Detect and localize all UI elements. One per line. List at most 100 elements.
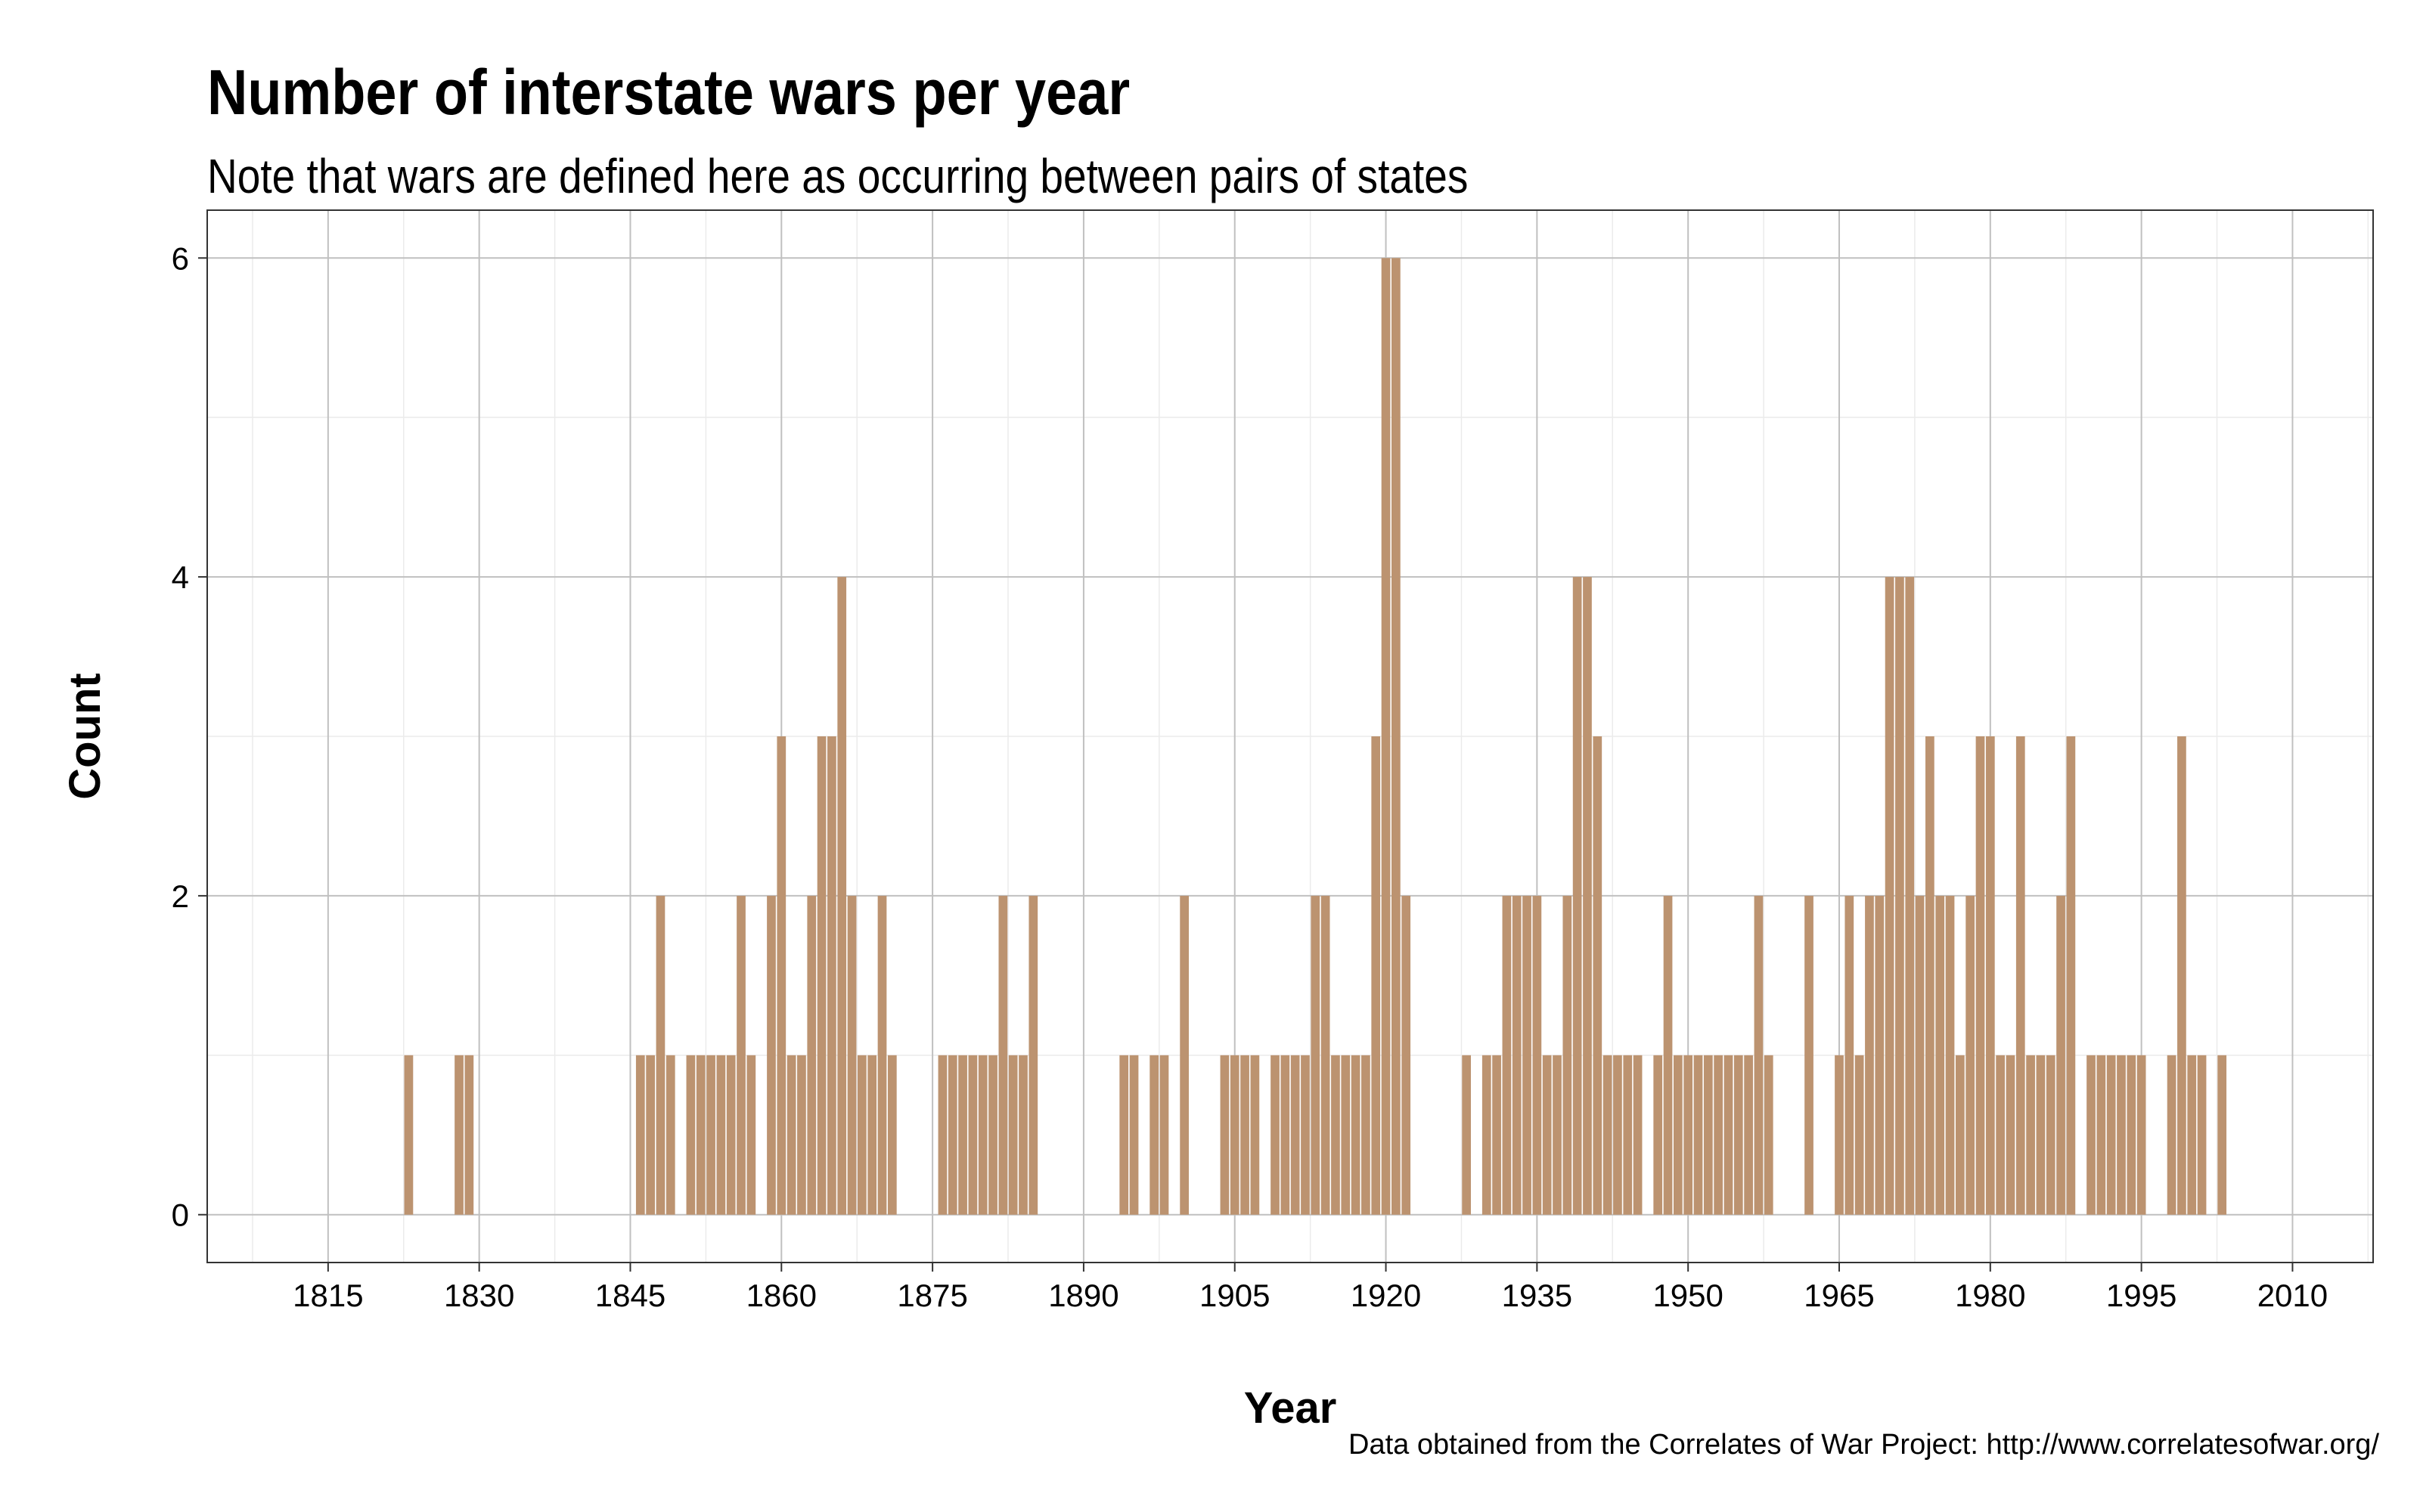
- bar: [777, 736, 786, 1215]
- bar: [1462, 1055, 1471, 1215]
- bar: [1925, 736, 1934, 1215]
- bars: [404, 258, 2227, 1215]
- bar: [1512, 895, 1522, 1215]
- bar: [1230, 1055, 1239, 1215]
- bar: [827, 736, 836, 1215]
- bar: [1764, 1055, 1773, 1215]
- bar: [1392, 258, 1401, 1215]
- bar: [867, 1055, 877, 1215]
- bar: [1613, 1055, 1622, 1215]
- bar: [646, 1055, 655, 1215]
- x-tick-label: 1995: [2106, 1278, 2176, 1313]
- x-tick-label: 1905: [1199, 1278, 1270, 1313]
- bar: [1320, 895, 1330, 1215]
- bar: [877, 895, 887, 1215]
- x-tick-label: 1860: [746, 1278, 817, 1313]
- bar: [1250, 1055, 1260, 1215]
- bar: [746, 1055, 756, 1215]
- bar: [1895, 577, 1904, 1215]
- x-tick-label: 1845: [595, 1278, 666, 1313]
- bar: [1723, 1055, 1733, 1215]
- bar: [1955, 1055, 1965, 1215]
- bar: [1683, 1055, 1693, 1215]
- bar: [1885, 577, 1894, 1215]
- bar: [2217, 1055, 2227, 1215]
- bar: [1341, 1055, 1351, 1215]
- bar: [2117, 1055, 2126, 1215]
- bar: [696, 1055, 706, 1215]
- bar: [1150, 1055, 1159, 1215]
- y-tick-label: 6: [172, 240, 189, 276]
- bar: [1129, 1055, 1139, 1215]
- bar: [1180, 895, 1189, 1215]
- bar: [1331, 1055, 1340, 1215]
- bar: [1532, 895, 1542, 1215]
- bar: [2167, 1055, 2176, 1215]
- bar: [1804, 895, 1813, 1215]
- bar: [1744, 1055, 1753, 1215]
- bar: [1703, 1055, 1713, 1215]
- x-tick-label: 1815: [293, 1278, 363, 1313]
- bar: [1572, 577, 1582, 1215]
- panel-border: [206, 209, 2374, 1263]
- bar: [706, 1055, 715, 1215]
- bar: [2127, 1055, 2136, 1215]
- x-tick-label: 1965: [1804, 1278, 1874, 1313]
- bar: [1733, 1055, 1743, 1215]
- bar: [1996, 1055, 2005, 1215]
- chart-subtitle: Note that wars are defined here as occur…: [207, 149, 1469, 203]
- bar: [2177, 736, 2186, 1215]
- bar: [1542, 1055, 1552, 1215]
- bar: [2086, 1055, 2096, 1215]
- y-axis-ticks: 0 2 4 6: [172, 240, 207, 1233]
- bar: [1553, 1055, 1562, 1215]
- bar: [847, 895, 857, 1215]
- x-tick-label: 1950: [1652, 1278, 1723, 1313]
- bar: [1663, 895, 1673, 1215]
- bar: [1844, 895, 1854, 1215]
- bar: [887, 1055, 897, 1215]
- bar: [1905, 577, 1915, 1215]
- x-tick-label: 1935: [1502, 1278, 1572, 1313]
- bar: [1159, 1055, 1169, 1215]
- bar: [1693, 1055, 1703, 1215]
- bar: [2197, 1055, 2207, 1215]
- bar: [726, 1055, 736, 1215]
- bar: [1028, 895, 1038, 1215]
- bar: [1371, 736, 1381, 1215]
- bar: [1361, 1055, 1370, 1215]
- chart-caption: Data obtained from the Correlates of War…: [1348, 1429, 2379, 1461]
- bar: [1915, 895, 1925, 1215]
- x-tick-label: 1830: [444, 1278, 514, 1313]
- bar: [1562, 895, 1572, 1215]
- x-tick-label: 1980: [1955, 1278, 2025, 1313]
- y-tick-label: 0: [172, 1198, 189, 1233]
- bar: [2006, 1055, 2015, 1215]
- chart-title: Number of interstate wars per year: [207, 57, 1131, 128]
- bar: [2036, 1055, 2046, 1215]
- bar: [1019, 1055, 1028, 1215]
- bar: [1623, 1055, 1633, 1215]
- bar: [1714, 1055, 1723, 1215]
- bar: [998, 895, 1008, 1215]
- bar: [1220, 1055, 1230, 1215]
- y-axis-title: Count: [60, 673, 110, 800]
- bar: [1633, 1055, 1643, 1215]
- bar: [1381, 258, 1391, 1215]
- bar: [837, 577, 847, 1215]
- bar: [1673, 1055, 1683, 1215]
- bar: [968, 1055, 978, 1215]
- bar: [1985, 736, 1995, 1215]
- bar: [786, 1055, 796, 1215]
- x-tick-label: 1920: [1351, 1278, 1421, 1313]
- bar: [1311, 895, 1320, 1215]
- bar: [2056, 895, 2065, 1215]
- bar: [686, 1055, 696, 1215]
- bar: [807, 895, 817, 1215]
- bar: [2046, 1055, 2055, 1215]
- bar: [948, 1055, 957, 1215]
- bar: [978, 1055, 988, 1215]
- bar: [2015, 736, 2025, 1215]
- bar: [455, 1055, 464, 1215]
- bar: [2136, 1055, 2146, 1215]
